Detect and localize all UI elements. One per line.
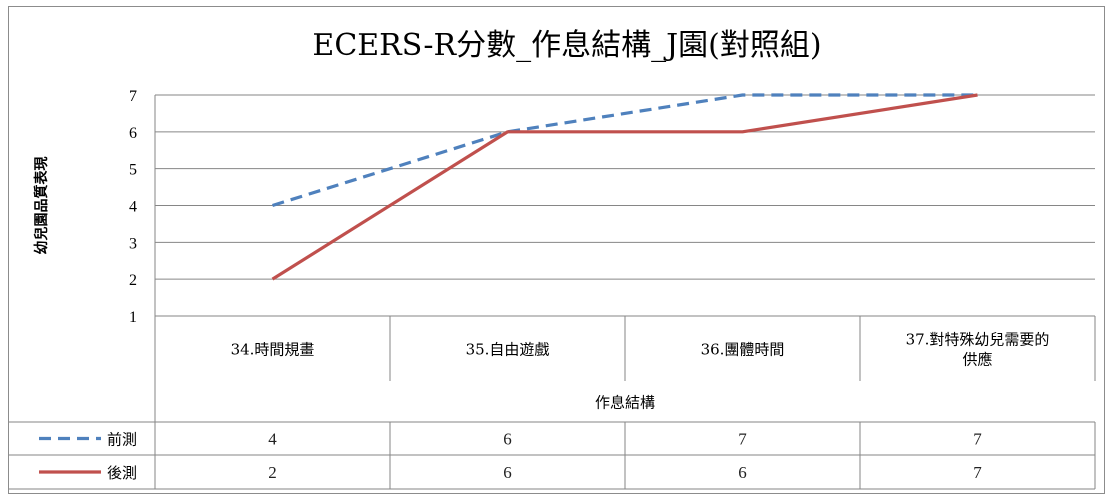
x-tick-label: 34.時間規畫 (231, 341, 315, 359)
data-table-cell: 4 (268, 430, 277, 449)
y-tick-label-5: 5 (129, 162, 137, 179)
data-table-cell: 7 (738, 430, 747, 449)
data-table-cell: 6 (738, 463, 747, 482)
chart-frame: ECERS-R分數_作息結構_J園(對照組) 幼兒園品質表現 1 2 3 4 5 6 7 3… (8, 6, 1105, 494)
x-tick-label: 36.團體時間 (701, 341, 785, 359)
chart-svg: ECERS-R分數_作息結構_J園(對照組) 幼兒園品質表現 1 2 3 4 5 6 7 3… (9, 28, 1096, 490)
y-tick-label-1: 1 (129, 309, 137, 326)
data-table-cell: 7 (973, 430, 982, 449)
x-axis-label: 作息結構 (595, 394, 655, 412)
y-axis-label: 幼兒園品質表現 (33, 157, 50, 255)
legend-label-2: 後測 (107, 464, 137, 482)
y-tick-label-2: 2 (129, 272, 137, 289)
series-line-1 (272, 93, 978, 208)
data-table-cell: 7 (973, 463, 982, 482)
x-tick-label: 37.對特殊幼兒需要的供應 (906, 331, 1050, 369)
chart-title: ECERS-R分數_作息結構_J園(對照組) (312, 28, 821, 63)
y-tick-label-3: 3 (129, 235, 137, 252)
y-tick-label-7: 7 (129, 88, 137, 105)
y-tick-labels: 1 2 3 4 5 6 7 (129, 88, 137, 326)
grid-layer (155, 94, 1095, 317)
y-tick-label-6: 6 (129, 125, 137, 142)
x-tick-label: 35.自由遊戲 (466, 341, 550, 359)
series-line-2 (271, 93, 978, 281)
series-lines (271, 93, 978, 281)
legend-label-1: 前測 (107, 431, 137, 449)
data-table-cell: 6 (503, 430, 512, 449)
data-table-cell: 2 (268, 463, 277, 482)
y-tick-label-4: 4 (129, 199, 137, 216)
data-table-cell: 6 (503, 463, 512, 482)
